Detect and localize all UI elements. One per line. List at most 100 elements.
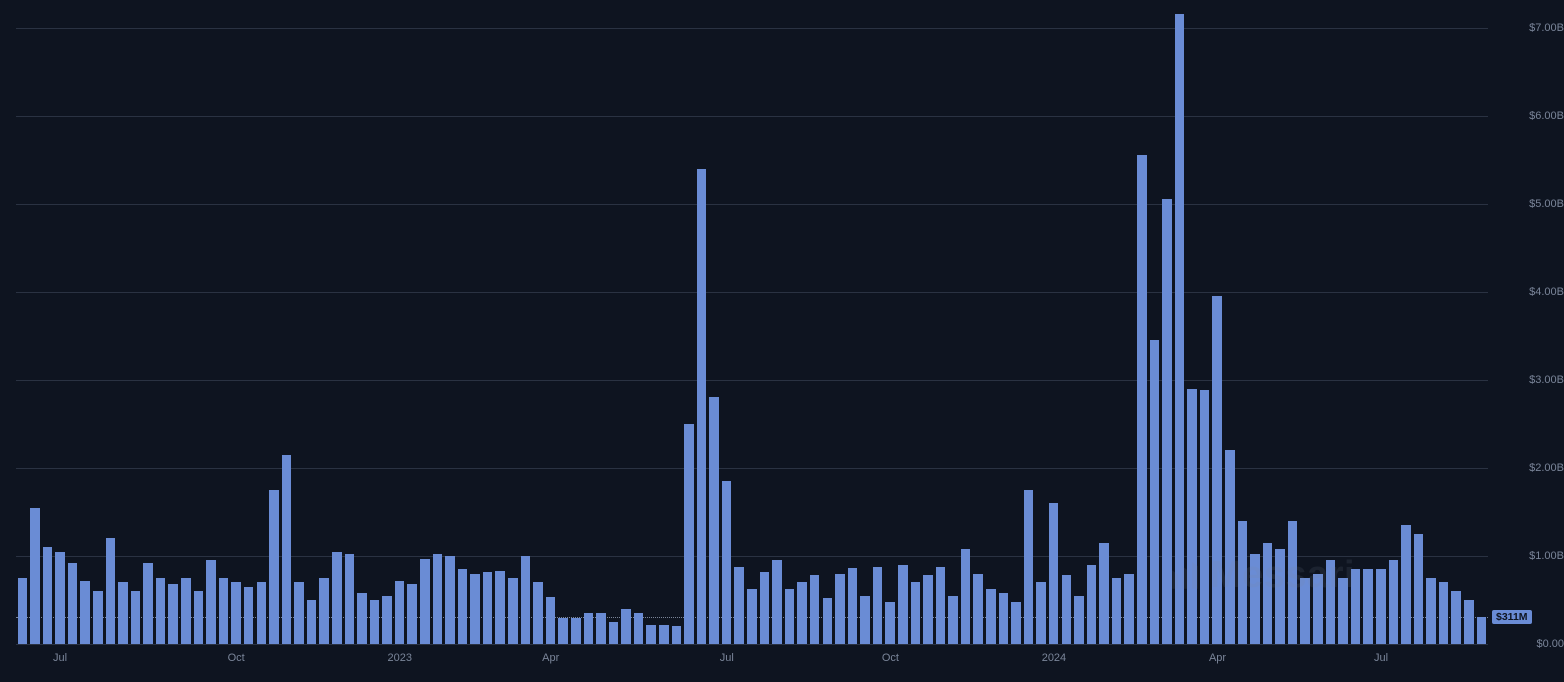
bar[interactable] bbox=[93, 591, 103, 644]
bar[interactable] bbox=[558, 618, 568, 644]
bar[interactable] bbox=[1426, 578, 1436, 644]
bar[interactable] bbox=[747, 589, 757, 644]
bar[interactable] bbox=[734, 567, 744, 644]
bar[interactable] bbox=[772, 560, 782, 644]
bar[interactable] bbox=[407, 584, 417, 644]
bar[interactable] bbox=[106, 538, 116, 644]
bar[interactable] bbox=[533, 582, 543, 644]
bar[interactable] bbox=[546, 597, 556, 644]
bar[interactable] bbox=[181, 578, 191, 644]
bar[interactable] bbox=[521, 556, 531, 644]
bar[interactable] bbox=[1376, 569, 1386, 644]
bar[interactable] bbox=[43, 547, 53, 644]
bar[interactable] bbox=[1137, 155, 1147, 644]
bar[interactable] bbox=[483, 572, 493, 644]
bar[interactable] bbox=[194, 591, 204, 644]
bar[interactable] bbox=[848, 568, 858, 644]
bar[interactable] bbox=[332, 552, 342, 644]
bar[interactable] bbox=[30, 508, 40, 644]
bar[interactable] bbox=[810, 575, 820, 644]
bar[interactable] bbox=[143, 563, 153, 644]
bar[interactable] bbox=[1087, 565, 1097, 644]
bar[interactable] bbox=[1275, 549, 1285, 644]
bar[interactable] bbox=[495, 571, 505, 644]
bar[interactable] bbox=[206, 560, 216, 644]
bar[interactable] bbox=[961, 549, 971, 644]
bar[interactable] bbox=[68, 563, 78, 644]
bar[interactable] bbox=[269, 490, 279, 644]
bar[interactable] bbox=[508, 578, 518, 644]
bar[interactable] bbox=[1250, 554, 1260, 644]
bar[interactable] bbox=[923, 575, 933, 644]
bar[interactable] bbox=[1024, 490, 1034, 644]
bar[interactable] bbox=[911, 582, 921, 644]
bar[interactable] bbox=[345, 554, 355, 644]
bar[interactable] bbox=[168, 584, 178, 644]
bar[interactable] bbox=[1363, 569, 1373, 644]
bar[interactable] bbox=[1011, 602, 1021, 644]
bar[interactable] bbox=[1464, 600, 1474, 644]
bar[interactable] bbox=[282, 455, 292, 644]
bar[interactable] bbox=[797, 582, 807, 644]
bar[interactable] bbox=[1124, 574, 1134, 644]
bar[interactable] bbox=[257, 582, 267, 644]
bar[interactable] bbox=[1288, 521, 1298, 644]
bar[interactable] bbox=[80, 581, 90, 644]
bar[interactable] bbox=[1389, 560, 1399, 644]
bar[interactable] bbox=[1212, 296, 1222, 644]
bar[interactable] bbox=[1351, 569, 1361, 644]
bar[interactable] bbox=[621, 609, 631, 644]
bar[interactable] bbox=[1175, 14, 1185, 644]
bar[interactable] bbox=[1162, 199, 1172, 644]
bar[interactable] bbox=[873, 567, 883, 644]
bar[interactable] bbox=[973, 574, 983, 644]
bar[interactable] bbox=[458, 569, 468, 644]
bar[interactable] bbox=[294, 582, 304, 644]
bar[interactable] bbox=[1451, 591, 1461, 644]
bar[interactable] bbox=[1300, 578, 1310, 644]
bar[interactable] bbox=[1338, 578, 1348, 644]
bar[interactable] bbox=[1439, 582, 1449, 644]
bar[interactable] bbox=[244, 587, 254, 644]
bar[interactable] bbox=[1062, 575, 1072, 644]
bar[interactable] bbox=[898, 565, 908, 644]
bar[interactable] bbox=[948, 596, 958, 644]
bar[interactable] bbox=[1225, 450, 1235, 644]
bar[interactable] bbox=[760, 572, 770, 644]
bar[interactable] bbox=[835, 574, 845, 644]
bar[interactable] bbox=[1099, 543, 1109, 644]
bar[interactable] bbox=[1414, 534, 1424, 644]
bar[interactable] bbox=[584, 613, 594, 644]
bar[interactable] bbox=[596, 613, 606, 644]
bar[interactable] bbox=[307, 600, 317, 644]
bar[interactable] bbox=[319, 578, 329, 644]
bar[interactable] bbox=[1238, 521, 1248, 644]
bar[interactable] bbox=[885, 602, 895, 644]
bar[interactable] bbox=[1150, 340, 1160, 644]
bar[interactable] bbox=[55, 552, 65, 644]
bar[interactable] bbox=[470, 574, 480, 644]
bar[interactable] bbox=[722, 481, 732, 644]
bar[interactable] bbox=[420, 559, 430, 644]
bar[interactable] bbox=[231, 582, 241, 644]
bar[interactable] bbox=[1112, 578, 1122, 644]
bar[interactable] bbox=[382, 596, 392, 644]
bar[interactable] bbox=[1477, 617, 1487, 644]
plot-area[interactable] bbox=[16, 10, 1488, 644]
bar[interactable] bbox=[1401, 525, 1411, 644]
bar[interactable] bbox=[999, 593, 1009, 644]
bar[interactable] bbox=[370, 600, 380, 644]
bar[interactable] bbox=[1074, 596, 1084, 644]
bar[interactable] bbox=[1263, 543, 1273, 644]
bar[interactable] bbox=[672, 626, 682, 644]
bar[interactable] bbox=[571, 618, 581, 644]
bar[interactable] bbox=[860, 596, 870, 644]
bar[interactable] bbox=[709, 397, 719, 644]
bar[interactable] bbox=[357, 593, 367, 644]
bar[interactable] bbox=[395, 581, 405, 644]
bar[interactable] bbox=[986, 589, 996, 644]
bar[interactable] bbox=[219, 578, 229, 644]
bar[interactable] bbox=[1326, 560, 1336, 644]
bar[interactable] bbox=[445, 556, 455, 644]
bar[interactable] bbox=[1200, 390, 1210, 644]
